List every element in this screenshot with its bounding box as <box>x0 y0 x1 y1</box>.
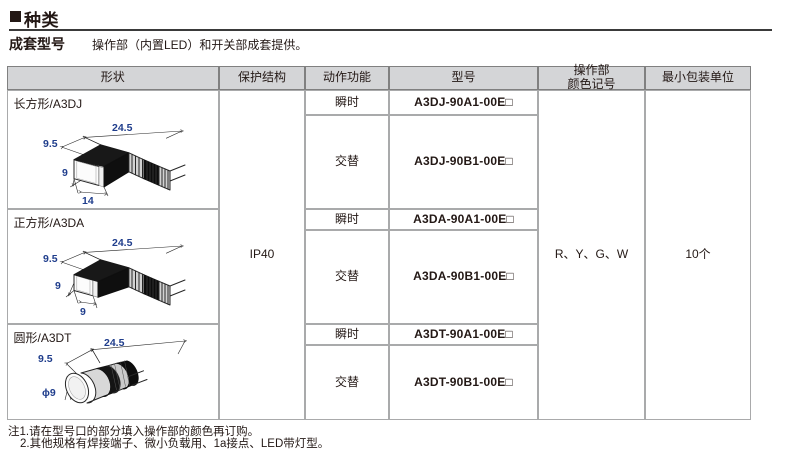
svg-text:9: 9 <box>62 167 68 179</box>
svg-text:9.5: 9.5 <box>38 353 53 365</box>
svg-text:24.5: 24.5 <box>112 237 133 249</box>
svg-text:24.5: 24.5 <box>112 122 133 134</box>
svg-text:ϕ9: ϕ9 <box>42 387 56 399</box>
svg-text:9: 9 <box>80 306 86 318</box>
svg-text:14: 14 <box>82 195 94 207</box>
svg-text:9: 9 <box>55 280 61 292</box>
svg-text:24.5: 24.5 <box>104 337 125 349</box>
svg-text:9.5: 9.5 <box>43 253 58 265</box>
svg-text:9.5: 9.5 <box>43 138 58 150</box>
